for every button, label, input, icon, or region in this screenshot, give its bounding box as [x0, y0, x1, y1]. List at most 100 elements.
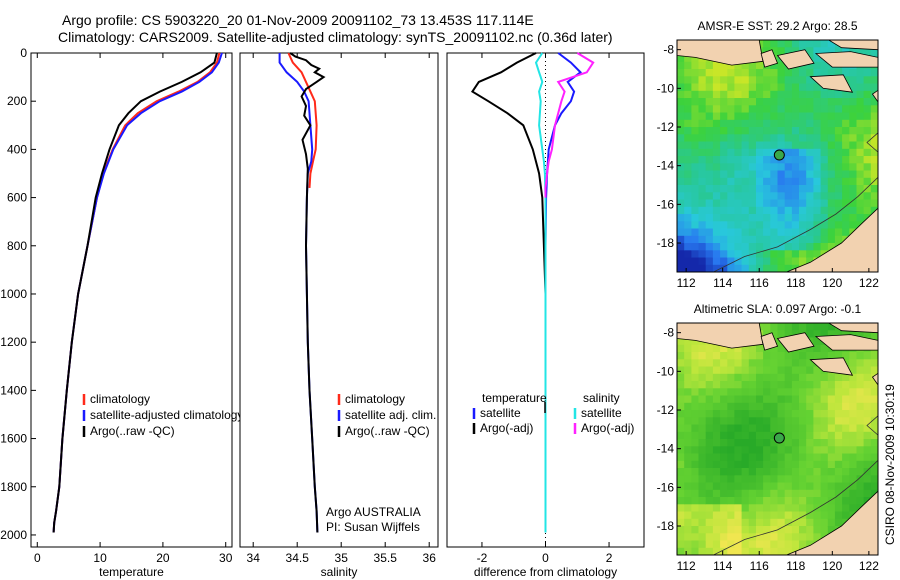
sla-map-cell — [763, 497, 771, 505]
sla-map-cell — [684, 540, 692, 549]
figure-title-line1: Argo profile: CS 5903220_20 01-Nov-2009 … — [62, 12, 534, 28]
sst-map-cell — [727, 206, 736, 215]
sla-map-cell — [727, 417, 736, 426]
sla-map-cell — [827, 489, 836, 498]
sst-map-cell — [705, 250, 714, 259]
sst-map-cell — [856, 105, 865, 114]
sst-map-cell — [691, 105, 700, 114]
sla-map-cell — [863, 352, 872, 360]
sst-map-cell — [741, 185, 750, 193]
sla-map-cell — [677, 337, 685, 346]
sst-map-cell — [741, 257, 750, 266]
sst-map-cell — [677, 134, 685, 143]
difference-xtick-label: 2 — [606, 551, 613, 565]
sst-map-cell — [834, 163, 843, 172]
sla-map-cell — [849, 482, 858, 491]
sla-map-cell — [870, 352, 878, 360]
sla-map-cell — [806, 373, 814, 382]
sla-map-cell — [806, 482, 814, 491]
sst-map-cell — [734, 156, 743, 164]
sst-map-cell — [756, 243, 764, 251]
sla-map-cell — [677, 511, 685, 520]
sst-map-cell — [870, 141, 878, 150]
sst-map-cell — [834, 141, 843, 150]
sla-map-cell — [741, 489, 750, 498]
sla-map-cell — [756, 381, 764, 389]
sla-map-cell — [763, 460, 771, 469]
sla-map-field — [677, 323, 878, 555]
sst-map-cell — [842, 206, 850, 215]
sst-map-cell — [770, 98, 779, 106]
sla-map-cell — [677, 388, 685, 397]
sst-map-cell — [849, 76, 858, 85]
sst-map-cell — [784, 47, 793, 56]
sst-map-cell — [720, 156, 728, 164]
sla-map-cell — [820, 497, 829, 505]
sla-map-cell — [727, 395, 736, 404]
sla-map-cell — [720, 482, 728, 491]
sla-map-cell — [756, 475, 764, 484]
sst-map-cell — [763, 250, 771, 259]
sst-map-cell — [727, 228, 736, 237]
sla-map-cell — [799, 489, 807, 498]
sla-map-xtick-label: 116 — [750, 559, 769, 573]
sla-map-cell — [727, 453, 736, 462]
sla-map-cell — [698, 460, 707, 469]
sst-map-cell — [842, 192, 850, 201]
sla-map-cell — [741, 540, 750, 549]
sla-map-cell — [842, 417, 850, 426]
sla-map-cell — [677, 547, 685, 555]
sla-map-cell — [820, 417, 829, 426]
sla-map-cell — [856, 482, 865, 491]
sst-map-cell — [777, 243, 786, 251]
sst-map-cell — [727, 61, 736, 70]
sst-map-cell — [756, 127, 764, 135]
sst-map-cell — [727, 192, 736, 201]
sst-map-cell — [727, 76, 736, 85]
sla-map-cell — [698, 344, 707, 353]
sst-map-cell — [698, 127, 707, 135]
sla-map-cell — [712, 453, 721, 462]
sla-map-cell — [806, 453, 814, 462]
sla-map-cell — [806, 511, 814, 520]
sst-map-cell — [691, 185, 700, 193]
sst-map-cell — [784, 228, 793, 237]
sla-map-cell — [820, 388, 829, 397]
sst-map-cell — [677, 61, 685, 70]
sla-map-cell — [849, 468, 858, 476]
sla-map-cell — [842, 373, 850, 382]
sst-map-cell — [756, 119, 764, 128]
sla-map-cell — [820, 402, 829, 411]
sst-map-cell — [784, 69, 793, 77]
sst-map-cell — [712, 257, 721, 266]
sla-map-cell — [834, 460, 843, 469]
sla-map-cell — [820, 482, 829, 491]
sst-map-cell — [720, 221, 728, 230]
sla-map-cell — [727, 518, 736, 527]
sla-map-cell — [705, 511, 714, 520]
sla-map-cell — [849, 475, 858, 484]
sst-map-cell — [777, 257, 786, 266]
sla-map-cell — [834, 511, 843, 520]
sla-map-cell — [777, 323, 786, 331]
sst-map-cell — [705, 69, 714, 77]
sla-map-cell — [756, 344, 764, 353]
sst-map-cell — [741, 148, 750, 157]
sst-map-cell — [770, 163, 779, 172]
sst-map-cell — [720, 257, 728, 266]
sst-map-cell — [684, 163, 692, 172]
sla-map-cell — [834, 424, 843, 433]
sla-map-cell — [763, 540, 771, 549]
sst-map-cell — [820, 192, 829, 201]
sla-map-cell — [856, 424, 865, 433]
sla-map-cell — [770, 366, 779, 375]
sst-map-cell — [677, 199, 685, 208]
sst-map-cell — [677, 250, 685, 259]
sla-map-cell — [806, 475, 814, 484]
sla-map-cell — [734, 424, 743, 433]
sst-map-cell — [734, 228, 743, 237]
sst-map-cell — [691, 134, 700, 143]
sla-map-cell — [784, 330, 793, 339]
sla-map-cell — [870, 381, 878, 389]
sla-map-cell — [741, 417, 750, 426]
